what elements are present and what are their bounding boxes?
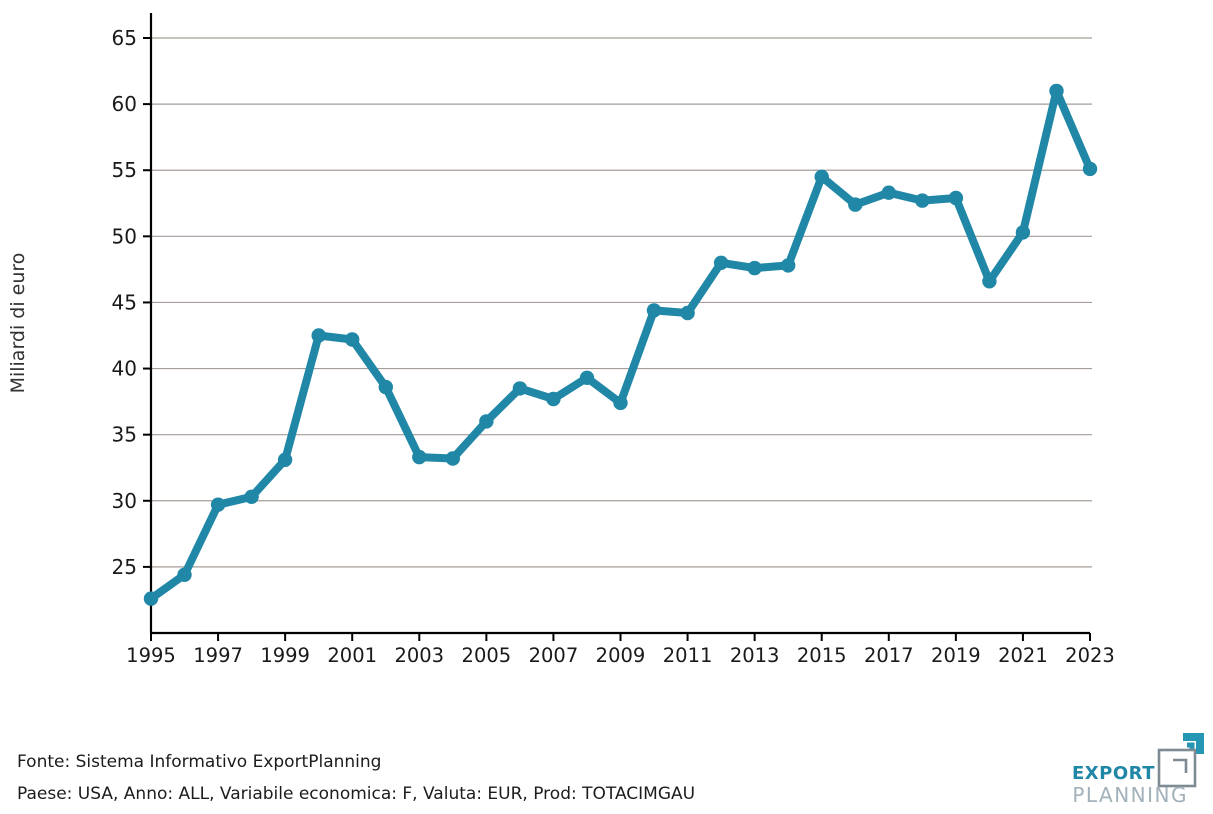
data-point xyxy=(512,381,528,396)
y-tick-label: 25 xyxy=(112,555,137,579)
x-tick-label: 2007 xyxy=(529,644,579,667)
data-point xyxy=(244,489,259,504)
x-tick-label: 2015 xyxy=(797,644,847,667)
x-tick-label: 2013 xyxy=(730,644,780,667)
data-point xyxy=(1049,83,1064,99)
data-point xyxy=(412,449,427,465)
footer-source-text: Fonte: Sistema Informativo ExportPlannin… xyxy=(17,752,382,772)
data-point xyxy=(848,197,863,212)
y-tick-label: 50 xyxy=(112,224,137,248)
y-tick-label: 40 xyxy=(112,357,137,381)
logo-export-text: EXPORT xyxy=(1072,763,1155,784)
x-tick-label: 2009 xyxy=(596,644,646,667)
y-tick-label: 60 xyxy=(112,92,137,116)
y-tick-label: 30 xyxy=(112,489,137,513)
x-tick-label: 2021 xyxy=(998,644,1048,667)
data-series xyxy=(143,83,1098,606)
data-point xyxy=(1015,225,1031,240)
data-point xyxy=(345,332,360,347)
chart-footer: Fonte: Sistema Informativo ExportPlannin… xyxy=(17,746,695,810)
cascading-squares-icon xyxy=(1157,733,1204,788)
data-point xyxy=(143,591,159,606)
footer-params-text: Paese: USA, Anno: ALL, Variabile economi… xyxy=(17,784,696,804)
y-tick-label: 55 xyxy=(112,158,137,182)
data-point xyxy=(177,567,192,582)
data-point xyxy=(747,260,762,276)
y-tick-label: 45 xyxy=(112,290,137,314)
x-tick-label: 2001 xyxy=(327,644,377,667)
data-point xyxy=(646,303,662,318)
data-point xyxy=(781,258,796,273)
axes xyxy=(143,13,1091,641)
x-tick-label: 2011 xyxy=(663,644,713,667)
series-line xyxy=(147,86,1094,603)
data-point xyxy=(445,451,460,466)
data-point xyxy=(210,497,226,512)
exportplanning-logo: EXPORT PLANNING xyxy=(1055,732,1205,808)
x-tick-label: 2019 xyxy=(931,644,981,667)
x-tick-label: 2017 xyxy=(864,644,914,667)
data-point xyxy=(1082,161,1098,177)
data-point xyxy=(814,169,829,184)
gridlines xyxy=(151,37,1092,568)
x-tick-label: 1999 xyxy=(260,644,310,667)
data-point xyxy=(479,414,494,429)
logo-planning-text: PLANNING xyxy=(1072,783,1188,807)
data-point xyxy=(680,305,695,321)
data-point xyxy=(546,391,561,407)
data-point xyxy=(579,370,595,385)
data-point xyxy=(277,452,293,467)
data-point xyxy=(713,255,729,270)
x-tick-label: 2023 xyxy=(1065,644,1115,667)
y-tick-label: 65 xyxy=(112,26,137,50)
data-point xyxy=(613,395,628,411)
y-axis-title: Miliardi di euro xyxy=(7,253,29,394)
x-tick-label: 1997 xyxy=(193,644,243,667)
data-point xyxy=(311,328,326,343)
x-tick-label: 2005 xyxy=(462,644,512,667)
x-tick-label: 1995 xyxy=(126,644,176,667)
data-point xyxy=(982,274,997,289)
data-point xyxy=(881,185,896,200)
x-tick-label: 2003 xyxy=(394,644,444,667)
data-point xyxy=(378,379,393,395)
tick-labels: 25 30 35 40 45 50 55 60 65 1995 1997 1999 2001 2003 20… xyxy=(112,26,1115,667)
data-point xyxy=(948,190,964,206)
y-tick-label: 35 xyxy=(112,423,137,447)
data-point xyxy=(915,193,930,208)
line-chart: Miliardi di euro 25 30 35 40 45 50 55 60 65 1995 1… xyxy=(7,13,1115,667)
